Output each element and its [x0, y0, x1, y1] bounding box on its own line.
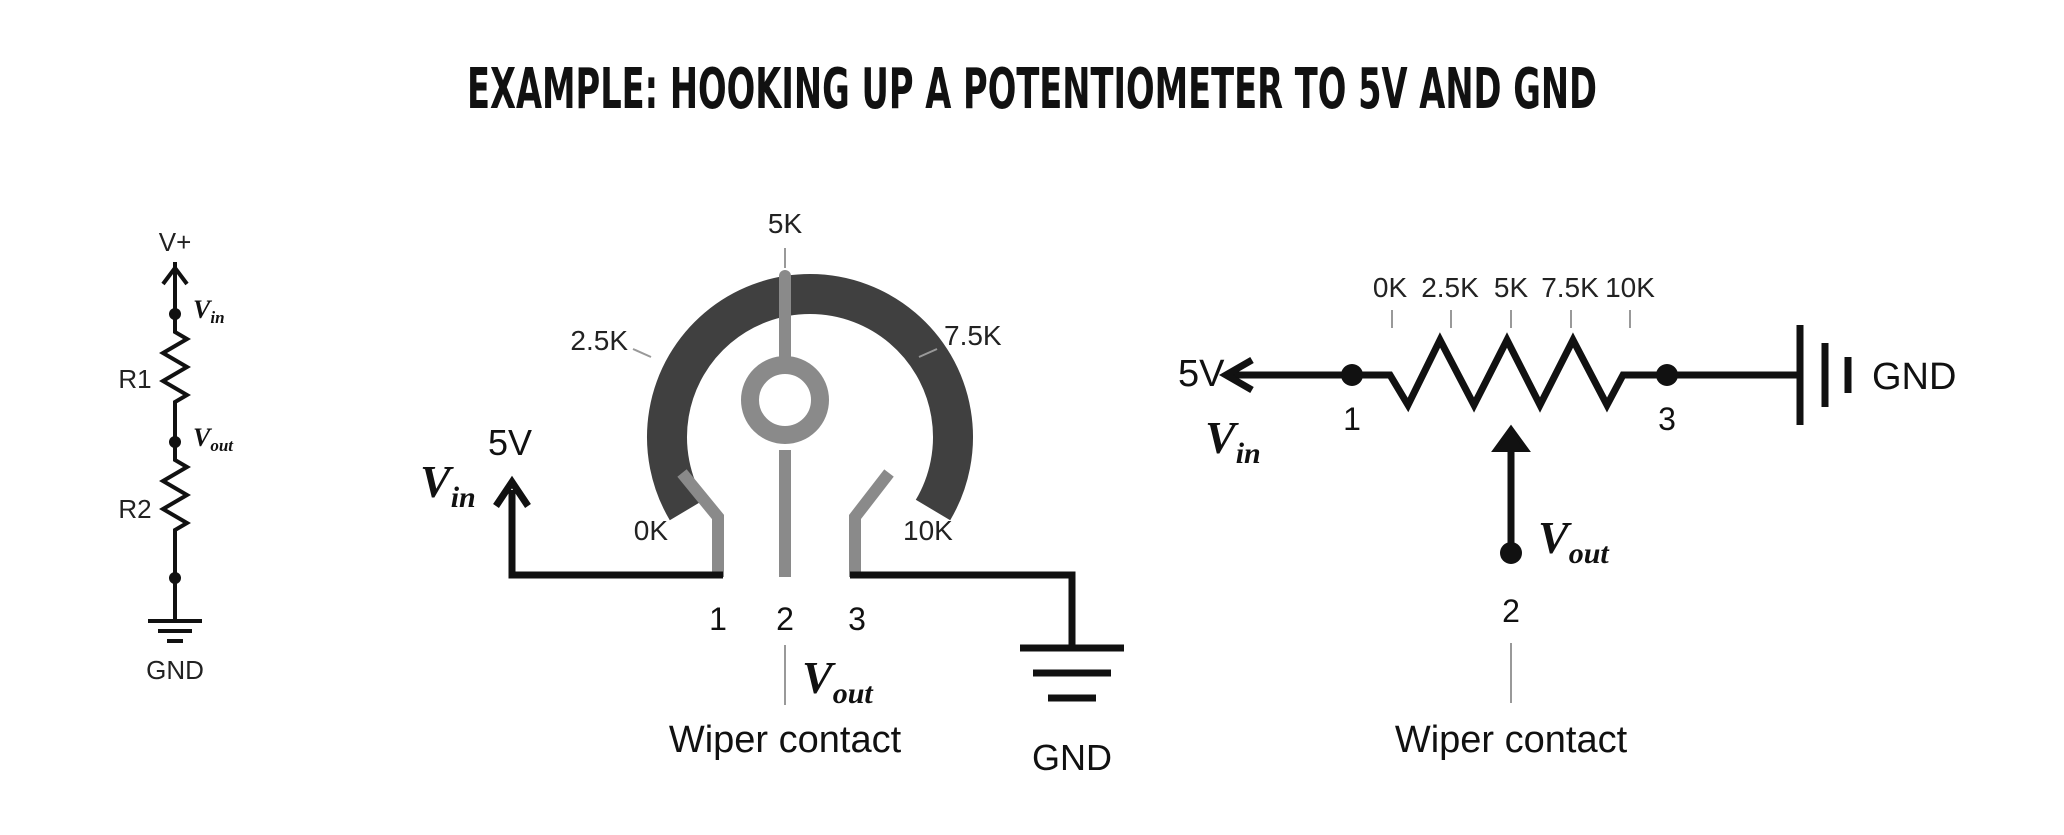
gnd-label: GND	[1032, 737, 1112, 778]
resistive-track	[647, 274, 973, 521]
label-7-5k: 7.5K	[944, 320, 1002, 351]
arrow-up-icon	[1491, 424, 1531, 452]
r2-label: R2	[118, 494, 151, 524]
vout-label: Vout	[1538, 512, 1610, 570]
pin-1-node	[1341, 364, 1363, 386]
pin-1-label: 1	[709, 601, 727, 637]
wiper-shaft	[741, 356, 829, 444]
wiper-contact-caption: Wiper contact	[1395, 719, 1628, 761]
vplus-label: V+	[159, 227, 192, 257]
ground-icon	[1796, 325, 1852, 425]
gnd-wire	[850, 571, 1076, 648]
arrow-left-icon	[1218, 356, 1254, 394]
label-0k: 0K	[634, 515, 669, 546]
scale-5k: 5K	[1494, 272, 1529, 303]
vin-label: Vin	[1205, 412, 1261, 470]
ground-icon	[148, 619, 202, 643]
pin-1	[677, 469, 724, 577]
pin-2-label: 2	[776, 601, 794, 637]
supply-5v-label: 5V	[488, 422, 532, 463]
label-5k: 5K	[768, 208, 803, 239]
resistor-symbol	[1352, 332, 1667, 413]
scale-7-5k: 7.5K	[1541, 272, 1599, 303]
vout-label: Vout	[802, 652, 874, 710]
r1-label: R1	[118, 364, 151, 394]
tick-2-5k	[632, 348, 652, 358]
potentiometer-schematic: 0K 2.5K 5K 7.5K 10K 5V Vin 1 3 GND	[1178, 272, 1956, 761]
tick-7-5k	[918, 348, 938, 358]
pin-3	[849, 469, 894, 577]
arrow-up-icon	[493, 475, 531, 508]
scale-0k: 0K	[1373, 272, 1408, 303]
vin-wire	[508, 490, 723, 579]
ground-icon	[1020, 644, 1124, 702]
scale-10k: 10K	[1605, 272, 1655, 303]
resistor-r2	[159, 442, 191, 578]
pin-3-label: 3	[1658, 401, 1676, 437]
resistor-r1	[159, 314, 191, 440]
potentiometer-physical: 5K 2.5K 7.5K 0K 10K 5V Vin GND 1 2 3 Vou…	[420, 208, 1124, 778]
label-2-5k: 2.5K	[570, 325, 628, 356]
pin-1-label: 1	[1343, 401, 1361, 437]
supply-5v-label: 5V	[1178, 353, 1225, 395]
gnd-label: GND	[146, 655, 204, 685]
vin-label: Vin	[420, 456, 476, 514]
label-10k: 10K	[903, 515, 953, 546]
pin-2-node	[1500, 542, 1522, 564]
page-title: EXAMPLE: HOOKING UP A POTENTIOMETER TO 5…	[467, 57, 1597, 122]
wiper-contact-caption: Wiper contact	[669, 719, 902, 761]
arrow-up-icon	[161, 264, 189, 286]
scale-2-5k: 2.5K	[1421, 272, 1479, 303]
vin-label: Vin	[193, 295, 225, 327]
vout-label: Vout	[193, 423, 234, 455]
pin-2-label: 2	[1502, 593, 1520, 629]
voltage-divider-schematic: V+ Vin R1 Vout R2 GND	[118, 227, 234, 685]
pin-3-label: 3	[848, 601, 866, 637]
gnd-label: GND	[1872, 356, 1956, 398]
